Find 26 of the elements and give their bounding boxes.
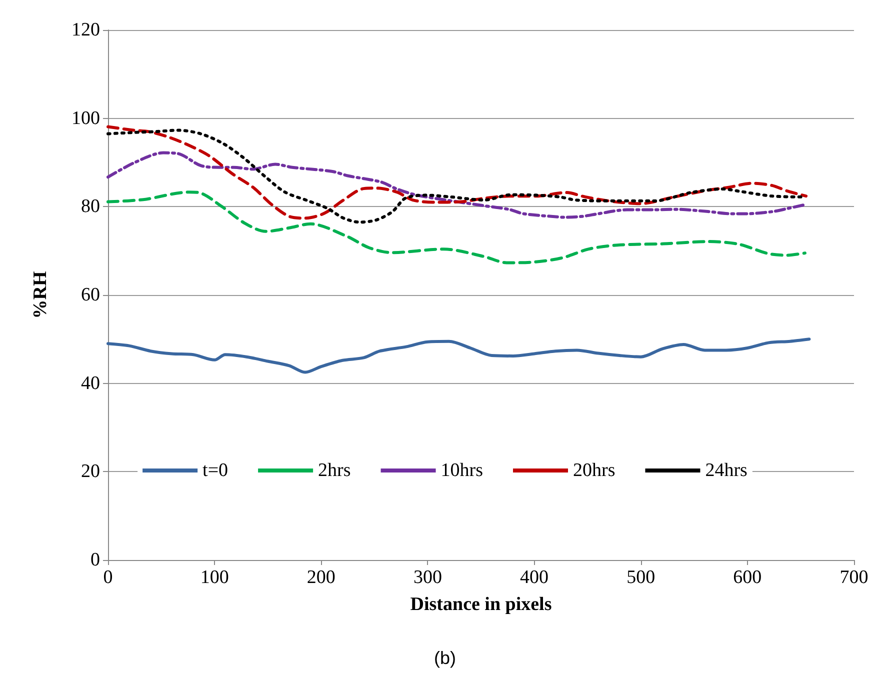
y-axis-title: %RH — [30, 271, 51, 319]
legend-label: 24hrs — [705, 460, 748, 481]
y-tick-label: 20 — [81, 461, 100, 482]
text: (b) — [434, 648, 456, 668]
x-tick-label: 100 — [200, 567, 229, 588]
x-tick-label: 600 — [733, 567, 762, 588]
legend-label: 2hrs — [318, 460, 351, 481]
x-tick-label: 200 — [306, 567, 336, 588]
x-tick-label: 0 — [103, 567, 113, 588]
legend-label: t=0 — [202, 460, 228, 481]
x-tick-label: 500 — [626, 567, 656, 588]
y-tick-label: 0 — [90, 550, 100, 570]
x-tick-label: 300 — [413, 567, 442, 588]
y-tick-label: 100 — [72, 108, 100, 129]
legend-label: 10hrs — [440, 460, 484, 481]
y-tick-label: 40 — [81, 372, 100, 394]
line-series — [106, 190, 806, 264]
y-tick-label: 120 — [72, 20, 100, 40]
y-tick-label: 80 — [81, 196, 100, 218]
legend-label: 20hrs — [572, 460, 616, 481]
line-series — [106, 151, 806, 219]
line-series — [106, 338, 811, 374]
x-tick-label: 700 — [840, 567, 868, 588]
y-tick-label: 60 — [81, 284, 100, 306]
x-axis-title: Distance in pixels — [410, 594, 552, 615]
x-tick-label: 400 — [520, 567, 549, 588]
